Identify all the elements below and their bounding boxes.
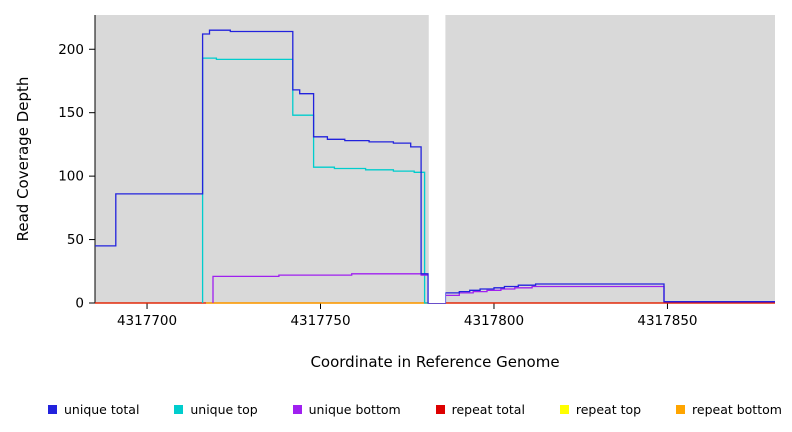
x-tick-label: 4317700: [117, 313, 177, 329]
y-tick-label: 200: [58, 42, 84, 58]
legend-label: repeat bottom: [692, 401, 782, 417]
legend-label: unique top: [190, 401, 258, 417]
coverage-chart: 4317700 4317750 4317800 4317850 0 50 100 150 20…: [14, 15, 775, 371]
repeat-top-swatch-icon: [559, 404, 569, 414]
legend-label: unique total: [64, 401, 140, 417]
legend-label: repeat total: [451, 401, 525, 417]
y-tick-label: 50: [67, 232, 84, 248]
repeat-total-swatch-icon: [435, 404, 445, 414]
y-tick-label: 100: [58, 169, 84, 185]
series-line-unique-total: [95, 29, 775, 304]
x-axis-label: Coordinate in Reference Genome: [310, 353, 559, 371]
legend-item-repeat-total: repeat total: [435, 401, 525, 417]
legend-label: unique bottom: [308, 401, 401, 417]
x-tick-label: 4317800: [464, 313, 524, 329]
legend: unique total unique top unique bottom re…: [0, 390, 792, 432]
unique-total-swatch-icon: [48, 404, 57, 414]
legend-item-repeat-top: repeat top: [559, 401, 642, 417]
x-tick-label: 4317750: [290, 313, 350, 329]
x-axis-ticks: 4317700 4317750 4317800 4317850: [117, 303, 698, 329]
repeat-bottom-swatch-icon: [676, 404, 686, 414]
legend-item-unique-bottom: unique bottom: [292, 401, 401, 417]
unique-top-swatch-icon: [174, 404, 184, 414]
series-line-unique-top: [201, 57, 429, 304]
y-axis-label: Read Coverage Depth: [14, 77, 32, 242]
y-axis-ticks: 0 50 100 150 200: [58, 42, 95, 312]
legend-item-unique-total: unique total: [48, 402, 139, 417]
y-tick-label: 0: [75, 296, 84, 312]
legend-item-repeat-bottom: repeat bottom: [676, 402, 782, 417]
legend-item-unique-top: unique top: [174, 401, 258, 417]
unique-bottom-swatch-icon: [292, 404, 302, 414]
coverage-gap-band: [428, 15, 446, 303]
x-tick-label: 4317850: [637, 313, 697, 329]
legend-label: repeat top: [575, 401, 642, 417]
y-tick-label: 150: [58, 105, 84, 121]
